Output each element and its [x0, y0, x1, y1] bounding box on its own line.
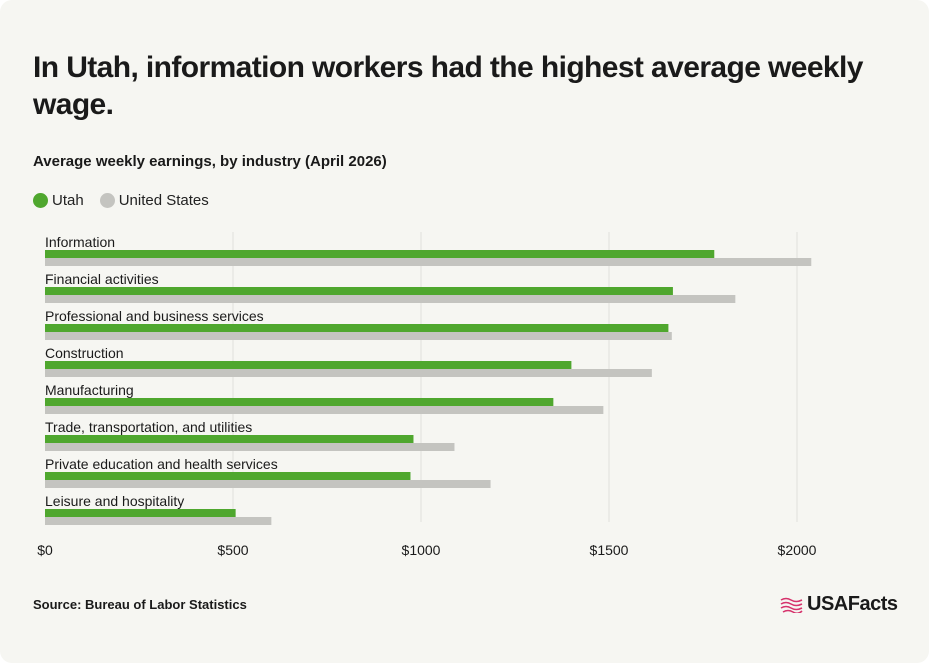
legend-item-united-states: United States [99, 192, 209, 209]
legend: Utah United States [33, 192, 225, 209]
chart-title: In Utah, information workers had the hig… [33, 51, 863, 121]
category-label: Professional and business services [45, 308, 264, 324]
bar-utah [45, 324, 669, 332]
x-tick-label: $1500 [590, 542, 629, 558]
bar-united-states [45, 517, 272, 525]
bar-utah [45, 361, 572, 369]
bar-utah [45, 398, 554, 406]
category-label: Private education and health services [45, 456, 278, 472]
bar-utah [45, 250, 715, 258]
legend-label-utah: Utah [52, 192, 84, 209]
x-tick-label: $2000 [778, 542, 817, 558]
x-tick-label: $500 [217, 542, 248, 558]
chart-subtitle: Average weekly earnings, by industry (Ap… [33, 153, 387, 170]
bar-united-states [45, 480, 491, 488]
brand-logo: USAFacts [780, 593, 898, 616]
x-tick-label: $1000 [402, 542, 441, 558]
category-label: Trade, transportation, and utilities [45, 419, 252, 435]
bar-united-states [45, 295, 736, 303]
source-note: Source: Bureau of Labor Statistics [33, 597, 247, 612]
bar-united-states [45, 258, 812, 266]
legend-item-utah: Utah [33, 192, 84, 209]
category-label: Leisure and hospitality [45, 493, 184, 509]
bar-united-states [45, 332, 672, 340]
x-tick-label: $0 [37, 542, 53, 558]
legend-label-united-states: United States [118, 192, 209, 209]
legend-swatch-utah [33, 193, 48, 208]
bar-united-states [45, 443, 455, 451]
category-label: Construction [45, 345, 124, 361]
category-label: Manufacturing [45, 382, 134, 398]
us-flag-icon [780, 597, 803, 613]
category-label: Financial activities [45, 271, 159, 287]
category-label: Information [45, 234, 115, 250]
bar-utah [45, 435, 414, 443]
bar-utah [45, 509, 236, 517]
bar-utah [45, 287, 673, 295]
bar-united-states [45, 406, 604, 414]
legend-swatch-united-states [99, 193, 115, 208]
bar-utah [45, 472, 411, 480]
bar-united-states [45, 369, 652, 377]
brand-name: USAFacts [807, 593, 898, 615]
